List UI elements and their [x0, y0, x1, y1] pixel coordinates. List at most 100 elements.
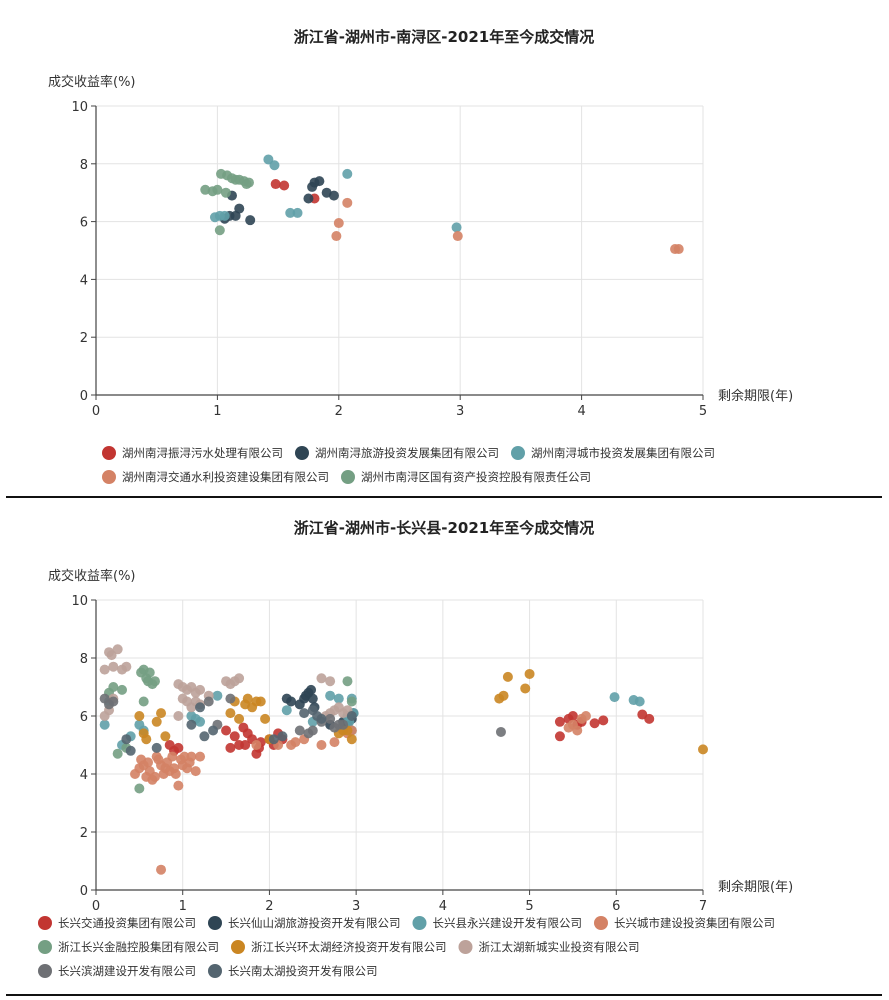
data-point[interactable] — [234, 713, 245, 724]
data-point[interactable] — [290, 737, 301, 748]
data-point[interactable] — [245, 215, 256, 226]
data-point[interactable] — [99, 719, 110, 730]
data-point[interactable] — [212, 690, 223, 701]
data-point[interactable] — [634, 696, 645, 707]
data-point[interactable] — [520, 683, 531, 694]
data-point[interactable] — [316, 713, 327, 724]
data-point[interactable] — [141, 734, 152, 745]
data-point[interactable] — [554, 716, 565, 727]
data-point[interactable] — [229, 731, 240, 742]
legend-item[interactable]: 湖州南浔城市投资发展集团有限公司 — [511, 446, 715, 460]
legend-item[interactable]: 长兴仙山湖旅游投资开发有限公司 — [208, 916, 401, 930]
data-point[interactable] — [220, 187, 231, 198]
legend-item[interactable]: 长兴南太湖投资开发有限公司 — [208, 964, 378, 978]
data-point[interactable] — [292, 207, 303, 218]
data-point[interactable] — [498, 690, 509, 701]
data-point[interactable] — [108, 661, 119, 672]
data-point[interactable] — [452, 231, 463, 242]
data-point[interactable] — [644, 713, 655, 724]
data-point[interactable] — [99, 664, 110, 675]
data-point[interactable] — [251, 740, 262, 750]
data-point[interactable] — [331, 231, 342, 242]
legend-item[interactable]: 长兴滨湖建设开发有限公司 — [38, 964, 196, 978]
data-point[interactable] — [268, 734, 279, 745]
data-point[interactable] — [195, 684, 206, 695]
data-point[interactable] — [121, 734, 132, 745]
data-point[interactable] — [199, 731, 210, 742]
data-point[interactable] — [270, 179, 281, 190]
data-point[interactable] — [242, 693, 253, 704]
data-point[interactable] — [554, 731, 565, 742]
data-point[interactable] — [316, 673, 327, 684]
data-point[interactable] — [451, 222, 462, 233]
data-point[interactable] — [138, 696, 149, 707]
data-point[interactable] — [190, 766, 201, 777]
data-point[interactable] — [243, 177, 254, 188]
data-point[interactable] — [121, 661, 132, 672]
legend-item[interactable]: 浙江长兴金融控股集团有限公司 — [38, 940, 219, 954]
data-point[interactable] — [495, 726, 506, 737]
data-point[interactable] — [125, 745, 136, 756]
data-point[interactable] — [156, 864, 167, 875]
data-point[interactable] — [225, 708, 236, 719]
data-point[interactable] — [240, 740, 251, 750]
data-point[interactable] — [346, 711, 357, 721]
legend-item[interactable]: 浙江长兴环太湖经济投资开发有限公司 — [231, 940, 447, 954]
data-point[interactable] — [234, 673, 245, 684]
data-point[interactable] — [149, 676, 160, 687]
data-point[interactable] — [338, 719, 349, 730]
data-point[interactable] — [277, 731, 288, 742]
data-point[interactable] — [149, 771, 160, 782]
data-point[interactable] — [294, 725, 305, 736]
data-point[interactable] — [260, 713, 271, 724]
data-point[interactable] — [186, 751, 197, 762]
data-point[interactable] — [698, 744, 708, 755]
data-point[interactable] — [346, 696, 357, 707]
data-point[interactable] — [325, 676, 336, 687]
data-point[interactable] — [303, 193, 314, 204]
data-point[interactable] — [108, 682, 119, 692]
data-point[interactable] — [225, 742, 236, 753]
data-point[interactable] — [325, 690, 336, 701]
data-point[interactable] — [173, 742, 184, 753]
data-point[interactable] — [144, 667, 155, 678]
data-point[interactable] — [160, 731, 171, 742]
data-point[interactable] — [186, 719, 197, 730]
data-point[interactable] — [342, 676, 353, 687]
data-point[interactable] — [598, 715, 609, 726]
data-point[interactable] — [219, 210, 230, 221]
data-point[interactable] — [134, 783, 145, 794]
data-point[interactable] — [342, 197, 353, 208]
data-point[interactable] — [307, 725, 318, 736]
data-point[interactable] — [117, 684, 128, 695]
data-point[interactable] — [328, 190, 339, 201]
data-point[interactable] — [156, 708, 167, 719]
data-point[interactable] — [151, 716, 162, 727]
data-point[interactable] — [214, 225, 225, 236]
data-point[interactable] — [173, 780, 184, 791]
data-point[interactable] — [167, 751, 178, 762]
data-point[interactable] — [212, 184, 223, 195]
data-point[interactable] — [225, 693, 236, 704]
data-point[interactable] — [325, 713, 336, 724]
legend-item[interactable]: 湖州南浔振浔污水处理有限公司 — [102, 446, 283, 460]
data-point[interactable] — [329, 737, 340, 748]
data-point[interactable] — [195, 716, 206, 727]
data-point[interactable] — [221, 725, 232, 736]
legend-item[interactable]: 长兴城市建设投资集团有限公司 — [594, 916, 775, 930]
data-point[interactable] — [673, 244, 684, 255]
data-point[interactable] — [524, 668, 535, 679]
data-point[interactable] — [572, 725, 583, 736]
data-point[interactable] — [112, 748, 123, 759]
data-point[interactable] — [333, 218, 344, 229]
data-point[interactable] — [195, 751, 206, 762]
data-point[interactable] — [208, 725, 219, 736]
data-point[interactable] — [234, 203, 245, 214]
data-point[interactable] — [580, 711, 591, 721]
data-point[interactable] — [314, 176, 325, 187]
data-point[interactable] — [195, 702, 206, 713]
data-point[interactable] — [255, 696, 266, 707]
legend-item[interactable]: 湖州南浔交通水利投资建设集团有限公司 — [102, 470, 329, 484]
data-point[interactable] — [170, 769, 181, 779]
data-point[interactable] — [342, 168, 353, 179]
